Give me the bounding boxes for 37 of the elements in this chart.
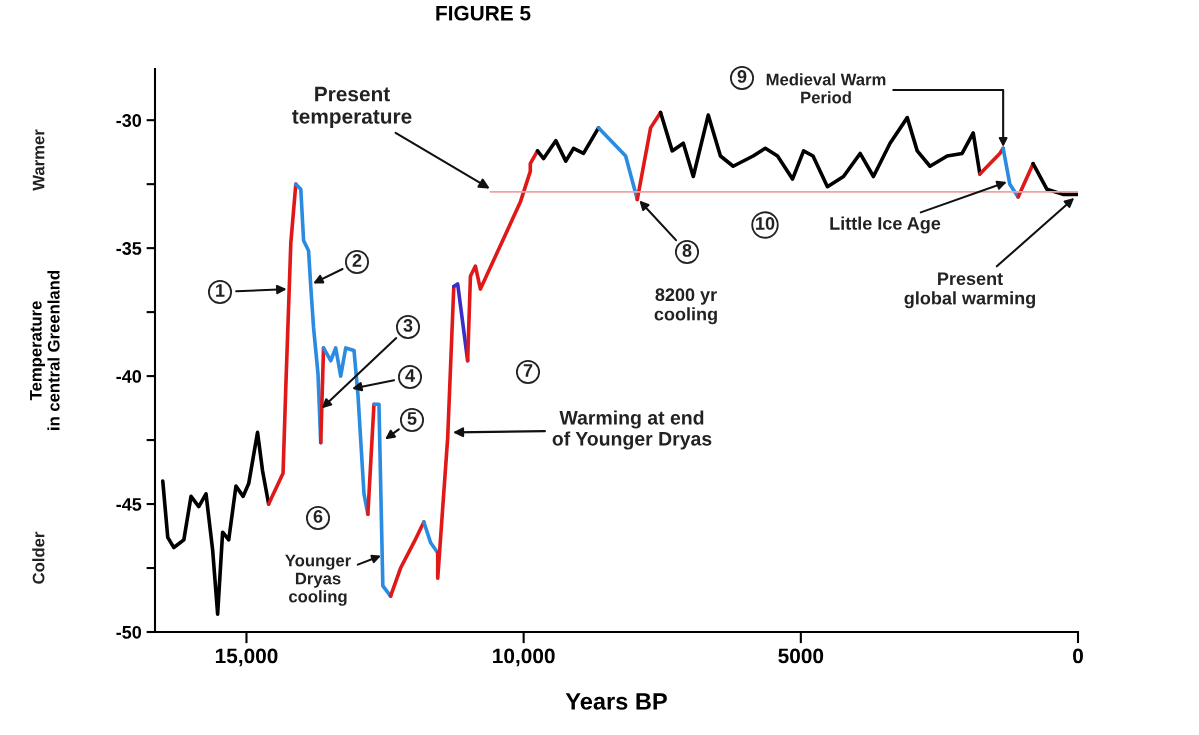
line-series	[465, 149, 540, 363]
x-tick-label: 0	[1073, 648, 1083, 664]
annotation: 10	[756, 217, 775, 230]
line-series	[658, 110, 982, 189]
annotation: Warming at end of Younger Dryas	[552, 410, 712, 450]
x-tick-label: 15,000	[215, 648, 278, 667]
chart-title: FIGURE 5	[436, 5, 531, 21]
y-axis-title: Temperature in central Greenland	[30, 271, 60, 430]
annotation: 6	[313, 510, 323, 523]
annotation: Little Ice Age	[830, 216, 941, 234]
line-series	[535, 126, 601, 163]
x-tick-label: 5000	[778, 648, 824, 664]
y-tick-label: -35	[116, 242, 142, 255]
line-series	[160, 430, 271, 616]
annotation: Medieval Warm Period	[766, 73, 886, 104]
annotation: Present temperature	[292, 86, 412, 128]
y-tick-label: -30	[116, 114, 142, 127]
annotation: 5	[407, 412, 417, 425]
line-series	[266, 182, 298, 506]
annotation: 1	[216, 284, 225, 297]
annotation: 7	[523, 364, 533, 377]
annotation: 8	[682, 244, 692, 257]
annotation: 8200 yr cooling	[654, 288, 717, 325]
annotation: 9	[737, 70, 747, 83]
text: Colder	[32, 531, 45, 584]
y-tick-label: -50	[116, 625, 142, 639]
y-tick-label: -40	[116, 370, 142, 383]
annotation: 3	[403, 319, 413, 332]
text: Warmer	[32, 129, 45, 191]
annotation: Younger Dryas cooling	[285, 554, 351, 606]
annotation: 2	[352, 254, 362, 267]
line-series	[388, 520, 426, 598]
annotation: 4	[405, 369, 415, 382]
y-tick-label: -45	[116, 498, 142, 511]
x-tick-label: 10,000	[493, 648, 555, 667]
x-axis-title: Years BP	[565, 693, 667, 710]
annotation: Present global warming	[904, 272, 1035, 309]
